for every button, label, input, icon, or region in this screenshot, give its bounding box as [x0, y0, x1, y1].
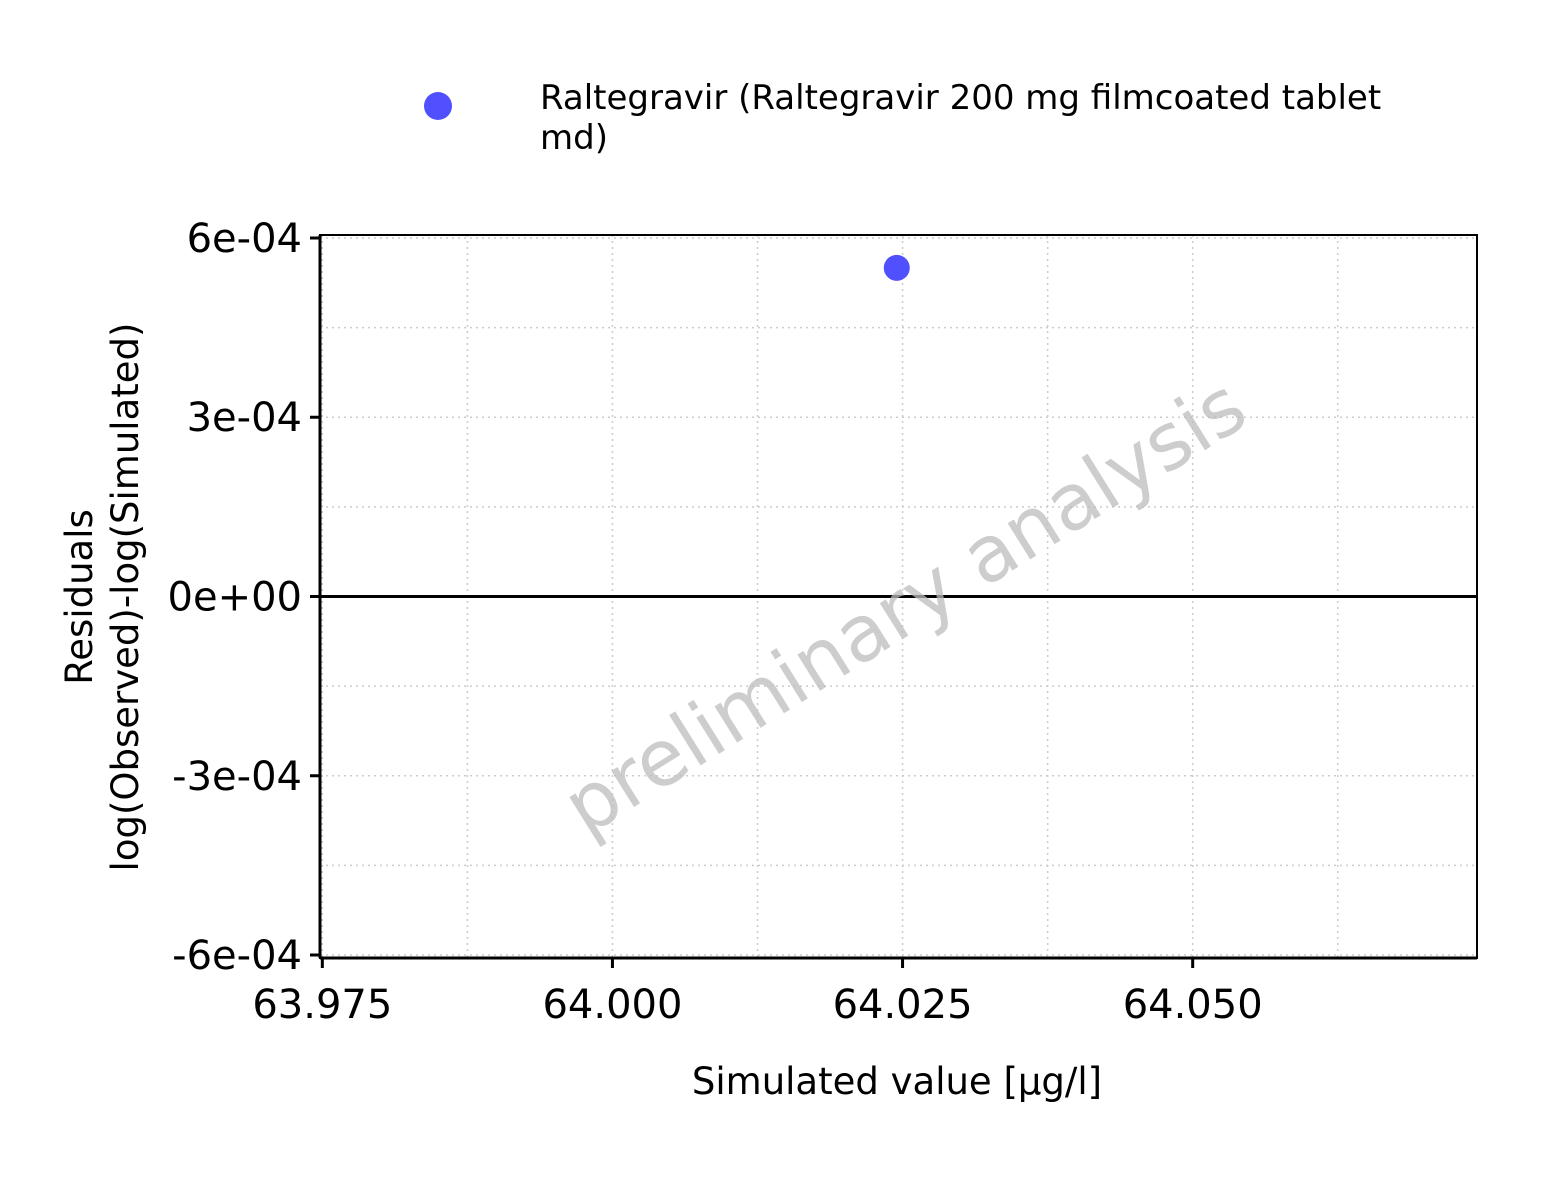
ticks-layer: 63.975 64.000 64.025 64.050 6e-04 3e-04 0e+00 -… — [168, 216, 1477, 1028]
x-axis-label: Simulated value [µg/l] — [691, 1060, 1103, 1103]
legend-label: Raltegravir (Raltegravir 200 mg filmcoat… — [540, 78, 1382, 158]
data-point — [883, 254, 910, 281]
x-tick-label: 64.050 — [1123, 982, 1263, 1028]
y-tick-label: 6e-04 — [187, 216, 302, 262]
y-axis-label-line1: Residuals — [58, 509, 101, 685]
x-tick-label: 64.025 — [833, 982, 973, 1028]
points-layer — [883, 254, 910, 281]
y-tick-label: -3e-04 — [172, 754, 302, 800]
legend-marker — [424, 92, 452, 120]
y-tick-label: 0e+00 — [168, 575, 302, 621]
y-axis-label: Residuals log(Observed)-log(Simulated) — [57, 323, 149, 872]
y-tick-label: 3e-04 — [187, 395, 302, 441]
y-tick-label: -6e-04 — [172, 933, 302, 979]
y-axis-label-line2: log(Observed)-log(Simulated) — [104, 322, 147, 872]
x-tick-label: 63.975 — [252, 982, 392, 1028]
x-tick-label: 64.000 — [542, 982, 682, 1028]
